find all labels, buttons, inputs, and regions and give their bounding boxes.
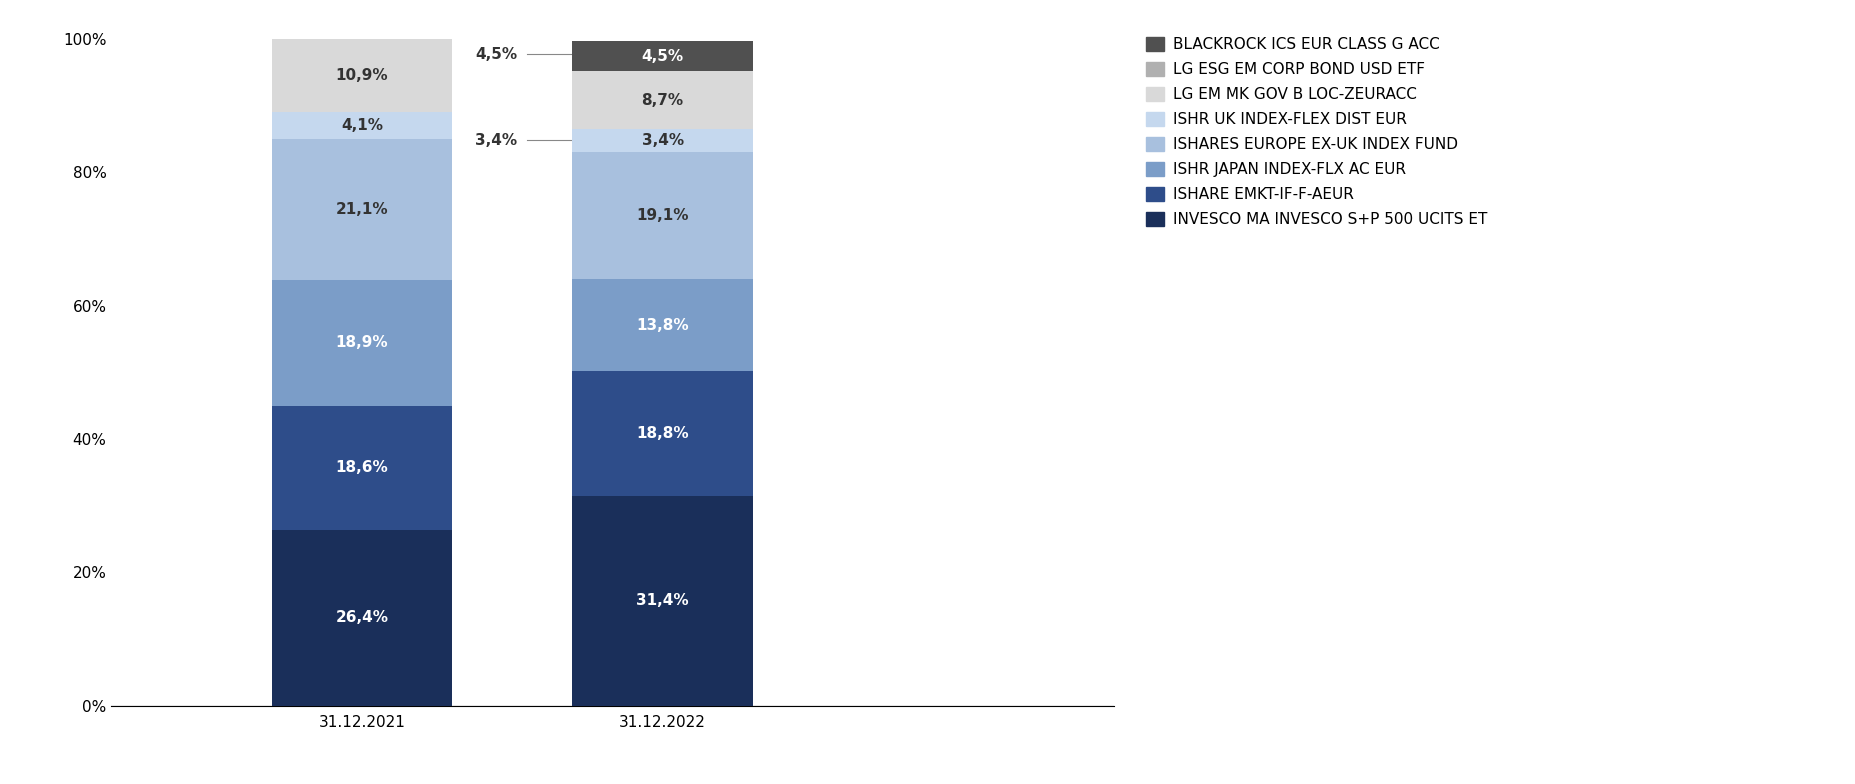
Bar	[571, 279, 753, 371]
Text: 31,4%: 31,4%	[636, 593, 688, 608]
Text: 26,4%: 26,4%	[336, 610, 388, 625]
Bar	[571, 129, 753, 152]
Text: 4,5%: 4,5%	[642, 49, 683, 64]
Text: 10,9%: 10,9%	[336, 68, 388, 83]
Bar	[271, 140, 453, 280]
Text: 18,9%: 18,9%	[336, 336, 388, 350]
Bar	[571, 371, 753, 496]
Legend: BLACKROCK ICS EUR CLASS G ACC, LG ESG EM CORP BOND USD ETF, LG EM MK GOV B LOC-Z: BLACKROCK ICS EUR CLASS G ACC, LG ESG EM…	[1139, 31, 1493, 234]
Bar	[271, 530, 453, 706]
Text: 8,7%: 8,7%	[642, 93, 683, 107]
Bar	[571, 152, 753, 279]
Text: 13,8%: 13,8%	[636, 318, 688, 332]
Text: 4,5%: 4,5%	[475, 47, 518, 62]
Text: 18,8%: 18,8%	[636, 426, 688, 441]
Bar	[271, 280, 453, 406]
Bar	[271, 406, 453, 530]
Bar	[271, 39, 453, 112]
Text: 21,1%: 21,1%	[336, 202, 388, 217]
Bar	[271, 112, 453, 140]
Text: 3,4%: 3,4%	[475, 133, 518, 148]
Text: 19,1%: 19,1%	[636, 208, 688, 223]
Bar	[571, 42, 753, 71]
Bar	[571, 496, 753, 706]
Text: 4,1%: 4,1%	[341, 118, 382, 133]
Text: 3,4%: 3,4%	[642, 133, 683, 148]
Text: 18,6%: 18,6%	[336, 460, 388, 475]
Bar	[571, 71, 753, 129]
